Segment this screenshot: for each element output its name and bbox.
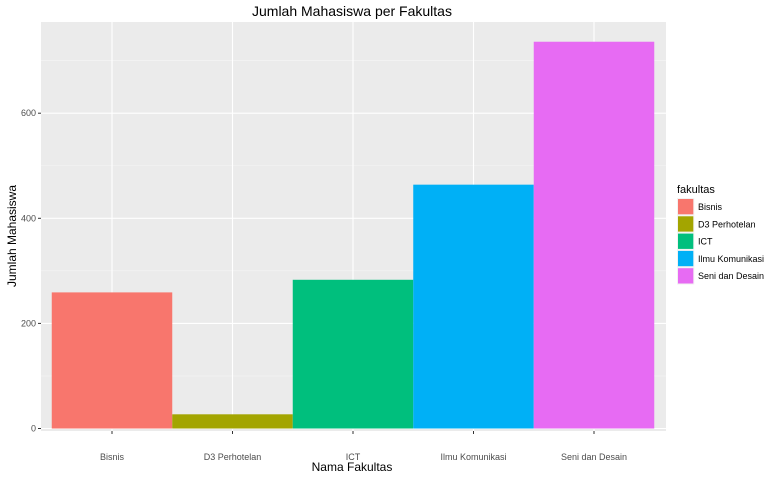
y-tick-label: 0 — [31, 424, 36, 434]
legend-label: Seni dan Desain — [698, 271, 764, 281]
chart-title: Jumlah Mahasiswa per Fakultas — [252, 3, 452, 19]
y-tick-label: 600 — [21, 108, 36, 118]
x-axis: Bisnis D3 Perhotelan ICT Ilmu Komunikasi Sen… — [100, 431, 627, 462]
legend-swatch — [678, 216, 694, 232]
legend-swatch — [678, 250, 694, 267]
x-tick-label: Seni dan Desain — [561, 452, 627, 462]
bar-d3-perhotelan — [172, 414, 293, 429]
bar-bisnis — [51, 292, 173, 429]
legend-label: D3 Perhotelan — [698, 219, 756, 229]
y-tick-label: 400 — [21, 213, 36, 223]
y-axis-title: Jumlah Mahasiswa — [5, 185, 19, 287]
x-tick-label: ICT — [346, 452, 361, 462]
bar-ilmu-komunikasi — [413, 184, 534, 429]
y-axis: 0 200 400 600 — [21, 108, 41, 434]
legend-title: fakultas — [677, 184, 715, 196]
legend-label: ICT — [698, 237, 713, 247]
legend: fakultas Bisnis D3 Perhotelan ICT Ilmu Komu… — [677, 184, 764, 285]
bars — [51, 41, 655, 429]
x-tick-label: Ilmu Komunikasi — [440, 452, 506, 462]
legend-label: Ilmu Komunikasi — [698, 254, 764, 264]
bar-ict — [292, 279, 414, 429]
x-tick-label: Bisnis — [100, 452, 125, 462]
x-axis-title: Nama Fakultas — [312, 460, 393, 474]
legend-swatch — [678, 199, 694, 215]
legend-label: Bisnis — [698, 202, 723, 212]
bar-seni-dan-desain — [533, 41, 655, 429]
x-tick-label: D3 Perhotelan — [204, 452, 262, 462]
y-tick-label: 200 — [21, 318, 36, 328]
legend-swatch — [678, 268, 694, 284]
legend-swatch — [678, 233, 694, 249]
